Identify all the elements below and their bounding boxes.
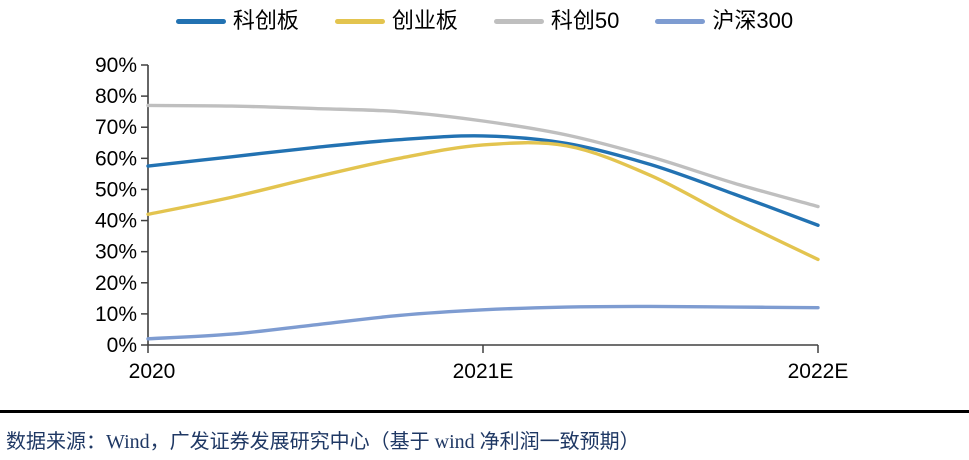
y-tick-label: 80%	[95, 85, 137, 108]
y-tick-label: 90%	[95, 54, 137, 77]
y-tick-label: 50%	[95, 178, 137, 201]
legend-line-swatch	[493, 18, 544, 24]
legend-item-csi300: 沪深300	[655, 8, 793, 34]
x-tick-label: 2022E	[788, 360, 849, 383]
y-tick-label: 40%	[95, 210, 137, 233]
data-source-text: 数据来源：Wind，广发证券发展研究中心（基于 wind 净利润一致预期）	[6, 431, 640, 453]
series-line-1	[146, 141, 820, 262]
legend-label: 科创板	[232, 8, 299, 33]
legend-item-star50: 科创50	[493, 8, 620, 34]
chart-legend: 科创板 创业板 科创50 沪深300	[0, 8, 969, 34]
x-tick-label: 2021E	[453, 360, 514, 383]
legend-label: 创业板	[391, 8, 458, 33]
series-line-3	[146, 304, 820, 341]
legend-label: 科创50	[550, 8, 620, 33]
y-tick-label: 0%	[107, 334, 137, 357]
source-footer: 数据来源：Wind，广发证券发展研究中心（基于 wind 净利润一致预期）	[0, 410, 969, 460]
y-tick-label: 70%	[95, 116, 137, 139]
series-line-2	[146, 103, 820, 209]
legend-line-swatch	[655, 18, 706, 24]
legend-line-swatch	[334, 18, 385, 24]
x-tick-label: 2020	[129, 360, 176, 383]
legend-label: 沪深300	[712, 8, 794, 33]
series-line-0	[146, 134, 820, 227]
legend-line-swatch	[175, 18, 226, 24]
legend-item-star-market: 科创板	[175, 8, 299, 34]
y-tick-label: 10%	[95, 303, 137, 326]
line-chart: 0% 10% 20% 30% 40% 50% 60% 70% 80% 90% 2020 2021E 20…	[95, 54, 849, 383]
y-tick-label: 60%	[95, 147, 137, 170]
y-tick-label: 20%	[95, 272, 137, 295]
legend-item-chinext: 创业板	[334, 8, 458, 34]
y-tick-label: 30%	[95, 241, 137, 264]
